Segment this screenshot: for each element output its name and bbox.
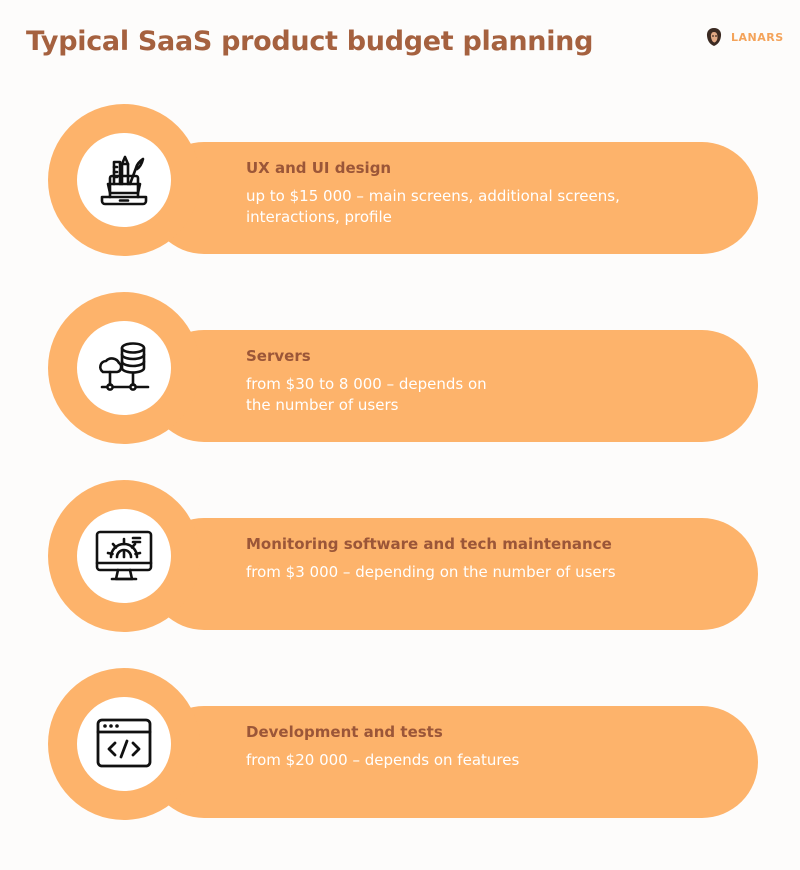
item-description-line: up to $15 000 – main screens, additional… [246, 187, 620, 205]
item-text: Development and tests from $20 000 – dep… [246, 723, 726, 771]
item-title: UX and UI design [246, 159, 392, 177]
item-pill [148, 330, 758, 442]
item-title: Monitoring software and tech maintenance [246, 535, 612, 553]
lion-head-icon [705, 27, 723, 47]
item-description: from $20 000 – depends on features [246, 750, 726, 771]
budget-item-monitoring: Monitoring software and tech maintenance… [48, 480, 758, 632]
item-description: up to $15 000 – main screens, additional… [246, 186, 726, 228]
browser-code-icon [96, 718, 152, 768]
item-text: UX and UI design up to $15 000 – main sc… [246, 159, 726, 228]
item-text: Monitoring software and tech maintenance… [246, 535, 726, 583]
item-description-line: from $20 000 – depends on features [246, 751, 520, 769]
budget-item-development-tests: Development and tests from $20 000 – dep… [48, 668, 758, 820]
design-tools-laptop-icon [100, 155, 148, 206]
item-description-line: interactions, profile [246, 208, 392, 226]
page-title: Typical SaaS product budget planning [26, 26, 594, 57]
brand-logo: LANARS [705, 27, 784, 47]
icon-disc [77, 133, 171, 227]
icon-ring [48, 480, 200, 632]
icon-ring [48, 292, 200, 444]
item-description: from $30 to 8 000 – depends on the numbe… [246, 374, 726, 416]
item-pill [148, 142, 758, 254]
budget-item-ux-ui-design: UX and UI design up to $15 000 – main sc… [48, 104, 758, 256]
item-description: from $3 000 – depending on the number of… [246, 562, 726, 583]
item-description-line: the number of users [246, 396, 399, 414]
item-description-line: from $3 000 – depending on the number of… [246, 563, 616, 581]
icon-disc [77, 509, 171, 603]
database-server-cloud-icon [99, 342, 150, 391]
monitor-gear-icon [95, 530, 153, 581]
budget-item-servers: Servers from $30 to 8 000 – depends on t… [48, 292, 758, 444]
icon-ring [48, 104, 200, 256]
icon-disc [77, 321, 171, 415]
item-title: Servers [246, 347, 311, 365]
item-text: Servers from $30 to 8 000 – depends on t… [246, 347, 726, 416]
logo-text: LANARS [731, 30, 784, 44]
icon-ring [48, 668, 200, 820]
icon-disc [77, 697, 171, 791]
item-title: Development and tests [246, 723, 443, 741]
item-pill [148, 518, 758, 630]
item-pill [148, 706, 758, 818]
item-description-line: from $30 to 8 000 – depends on [246, 375, 487, 393]
